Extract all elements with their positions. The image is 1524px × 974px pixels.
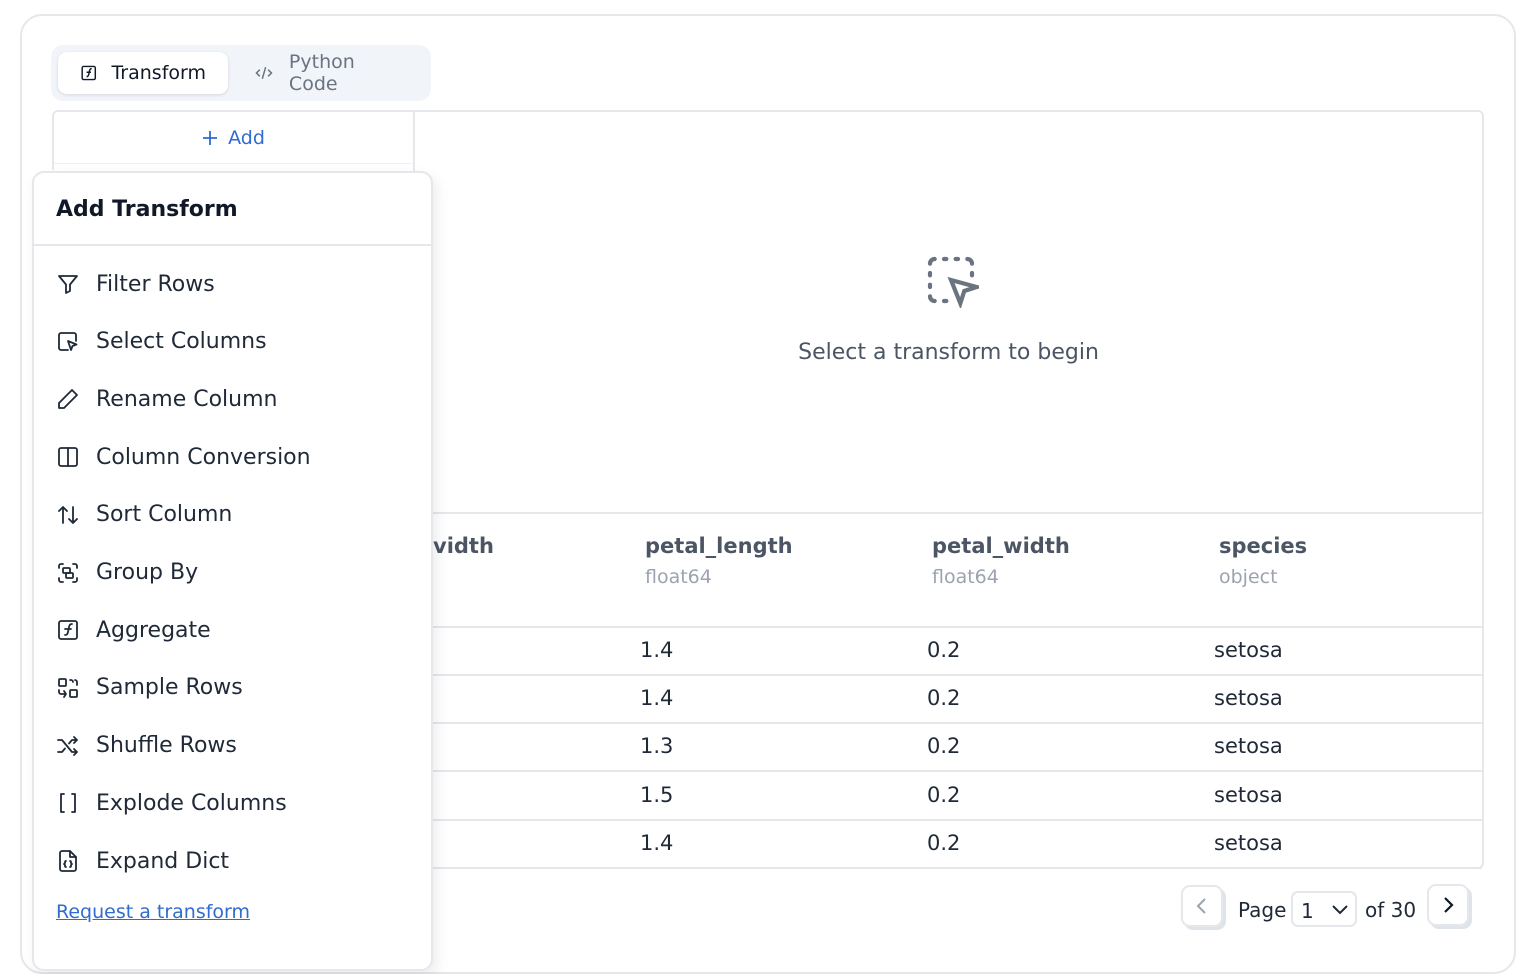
function-square-icon bbox=[81, 65, 97, 81]
transform-option-label: Explode Columns bbox=[96, 790, 287, 816]
square-pointer-icon bbox=[58, 331, 78, 351]
page-label: Page bbox=[1238, 898, 1287, 922]
transform-option-label: Rename Column bbox=[96, 386, 278, 412]
table-row: 1.4 0.2 setosa bbox=[415, 628, 1482, 676]
transform-option-expand-dict[interactable]: Expand Dict bbox=[56, 841, 416, 881]
transform-option-sort-column[interactable]: Sort Column bbox=[56, 495, 416, 535]
table-cell: 1.4 bbox=[640, 638, 674, 662]
table-cell: setosa bbox=[1214, 734, 1283, 759]
table-cell: setosa bbox=[1214, 686, 1283, 711]
empty-state: Select a transform to begin bbox=[415, 112, 1482, 512]
empty-state-text: Select a transform to begin bbox=[798, 340, 1099, 365]
chevron-left-icon bbox=[1196, 898, 1206, 914]
column-name: species bbox=[1219, 534, 1308, 558]
column-name: petal_width bbox=[932, 534, 1070, 558]
columns-icon bbox=[58, 447, 78, 467]
add-label: Add bbox=[228, 126, 265, 149]
transform-option-shuffle-rows[interactable]: Shuffle Rows bbox=[56, 726, 416, 766]
transform-option-label: Expand Dict bbox=[96, 848, 230, 874]
transform-list-panel: Add bbox=[52, 110, 415, 170]
sample-icon bbox=[58, 677, 78, 698]
main-panel: Select a transform to begin vidth petal_… bbox=[413, 110, 1484, 869]
transform-option-label: Select Columns bbox=[96, 329, 267, 355]
shuffle-icon bbox=[57, 735, 78, 756]
next-page-button[interactable] bbox=[1427, 884, 1469, 926]
chevron-down-icon bbox=[1332, 905, 1348, 915]
table-row: 1.3 0.2 setosa bbox=[415, 724, 1482, 773]
table-cell: 0.2 bbox=[927, 734, 961, 759]
tab-label: Transform bbox=[111, 62, 206, 84]
transform-option-select-columns[interactable]: Select Columns bbox=[56, 322, 416, 362]
column-header[interactable]: petal_length float64 bbox=[645, 534, 793, 588]
transform-option-aggregate[interactable]: Aggregate bbox=[56, 610, 416, 650]
table-cell: setosa bbox=[1214, 830, 1283, 855]
table-cell: 1.5 bbox=[640, 782, 674, 807]
transform-option-label: Shuffle Rows bbox=[96, 733, 237, 759]
table-cell: 1.4 bbox=[640, 686, 674, 711]
table-cell: 1.3 bbox=[640, 734, 674, 759]
request-transform-link[interactable]: Request a transform bbox=[56, 901, 251, 923]
chevron-right-icon bbox=[1444, 897, 1454, 913]
page-total: of 30 bbox=[1365, 898, 1417, 922]
transform-option-label: Sample Rows bbox=[96, 675, 243, 701]
column-type: float64 bbox=[932, 566, 999, 588]
page-select[interactable]: 1 bbox=[1291, 891, 1357, 927]
tab-python-code[interactable]: Python Code bbox=[231, 51, 431, 95]
table-row: 1.4 0.2 setosa bbox=[415, 821, 1482, 869]
table-cell: 0.2 bbox=[927, 830, 961, 855]
function-square-icon bbox=[58, 620, 78, 641]
column-name: vidth bbox=[433, 534, 494, 558]
table-cell: setosa bbox=[1214, 638, 1283, 662]
table-row: 1.4 0.2 setosa bbox=[415, 676, 1482, 725]
column-type: object bbox=[1219, 566, 1278, 588]
transform-option-label: Filter Rows bbox=[96, 271, 215, 297]
transform-option-group-by[interactable]: Group By bbox=[56, 553, 416, 593]
brackets-icon bbox=[60, 793, 76, 814]
group-icon bbox=[58, 562, 78, 583]
add-transform-popup: Add Transform Filter Rows Select Columns R… bbox=[32, 171, 433, 971]
dashed-square-pointer-icon bbox=[927, 256, 979, 308]
table-cell: 0.2 bbox=[927, 782, 961, 807]
filter-icon bbox=[58, 275, 78, 294]
add-transform-button[interactable]: Add bbox=[54, 112, 413, 164]
plus-icon bbox=[203, 130, 218, 145]
table-cell: 0.2 bbox=[927, 638, 961, 662]
transform-option-column-conversion[interactable]: Column Conversion bbox=[56, 437, 416, 477]
file-braces-icon bbox=[59, 850, 77, 872]
transform-option-label: Column Conversion bbox=[96, 444, 311, 470]
column-name: petal_length bbox=[645, 534, 793, 558]
transform-option-label: Group By bbox=[96, 560, 199, 585]
pencil-icon bbox=[58, 389, 78, 410]
table-cell: 0.2 bbox=[927, 686, 961, 711]
prev-page-button[interactable] bbox=[1181, 885, 1223, 927]
popup-title: Add Transform bbox=[34, 173, 431, 246]
transform-option-sample-rows[interactable]: Sample Rows bbox=[56, 668, 416, 708]
transform-option-rename-column[interactable]: Rename Column bbox=[56, 379, 416, 419]
column-header[interactable]: vidth bbox=[433, 534, 494, 558]
tab-bar: Transform Python Code bbox=[51, 45, 431, 101]
page-select-value: 1 bbox=[1301, 899, 1314, 923]
transform-option-explode-columns[interactable]: Explode Columns bbox=[56, 783, 416, 823]
tab-transform[interactable]: Transform bbox=[58, 52, 228, 94]
transform-option-label: Sort Column bbox=[96, 502, 233, 528]
tab-label: Python Code bbox=[288, 51, 355, 95]
table-cell: 1.4 bbox=[640, 830, 674, 855]
transform-option-label: Aggregate bbox=[96, 617, 211, 643]
code-icon bbox=[255, 66, 273, 80]
arrow-up-down-icon bbox=[58, 505, 78, 524]
table-row: 1.5 0.2 setosa bbox=[415, 773, 1482, 821]
table-cell: setosa bbox=[1214, 782, 1283, 807]
column-header[interactable]: species object bbox=[1219, 534, 1307, 588]
column-header[interactable]: petal_width float64 bbox=[932, 534, 1070, 588]
transform-option-filter-rows[interactable]: Filter Rows bbox=[56, 264, 416, 304]
column-type: float64 bbox=[645, 566, 712, 588]
